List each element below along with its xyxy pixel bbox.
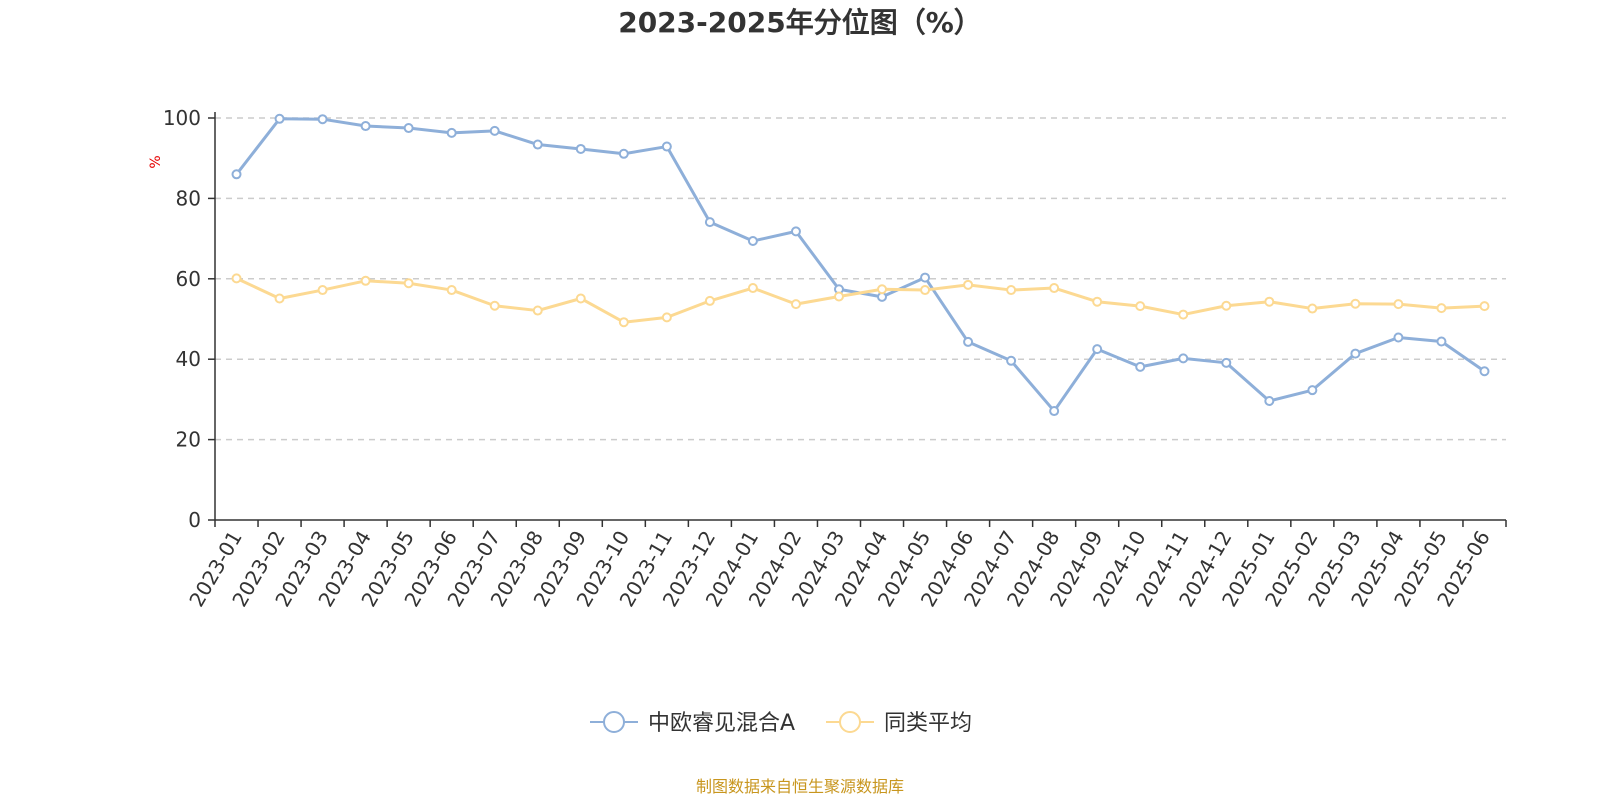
data-point[interactable]	[317, 114, 328, 125]
data-point[interactable]	[575, 293, 586, 304]
data-point[interactable]	[704, 217, 715, 228]
data-point[interactable]	[1049, 283, 1060, 294]
y-tick-labels: 0 20 40 60 80 100	[163, 106, 201, 532]
data-point[interactable]	[661, 312, 672, 323]
data-point[interactable]	[1479, 301, 1490, 312]
y-tick-label: 40	[176, 347, 201, 371]
data-point[interactable]	[1135, 301, 1146, 312]
data-point[interactable]	[489, 300, 500, 311]
data-point[interactable]	[446, 285, 457, 296]
data-point[interactable]	[661, 141, 672, 152]
y-tick-label: 60	[176, 267, 201, 291]
data-point[interactable]	[1092, 344, 1103, 355]
data-point[interactable]	[1092, 296, 1103, 307]
data-point[interactable]	[618, 317, 629, 328]
data-point[interactable]	[1049, 406, 1060, 417]
y-tick-label: 20	[176, 428, 201, 452]
data-point[interactable]	[1393, 332, 1404, 343]
data-point[interactable]	[1436, 336, 1447, 347]
data-point[interactable]	[618, 148, 629, 159]
data-point[interactable]	[317, 285, 328, 296]
chart-title: 2023-2025年分位图（%）	[618, 6, 982, 39]
data-point[interactable]	[403, 123, 414, 134]
data-point[interactable]	[231, 273, 242, 284]
data-point[interactable]	[1436, 303, 1447, 314]
data-point[interactable]	[274, 113, 285, 124]
y-axis-label: %	[148, 155, 164, 168]
series-line	[235, 277, 1485, 324]
data-point[interactable]	[790, 226, 801, 237]
data-point[interactable]	[1307, 385, 1318, 396]
data-point[interactable]	[1178, 353, 1189, 364]
series-line	[235, 117, 1486, 413]
data-point[interactable]	[446, 127, 457, 138]
data-point[interactable]	[1006, 355, 1017, 366]
data-point[interactable]	[1264, 296, 1275, 307]
legend[interactable]: 中欧睿见混合A 同类平均	[590, 711, 972, 736]
data-point[interactable]	[963, 336, 974, 347]
data-point[interactable]	[747, 236, 758, 247]
series-2	[231, 273, 1490, 328]
legend-marker-icon	[603, 711, 625, 733]
data-point[interactable]	[1350, 348, 1361, 359]
y-tick-label: 0	[188, 508, 201, 532]
y-tick-label: 80	[176, 186, 201, 210]
data-point[interactable]	[1006, 285, 1017, 296]
source-note: 制图数据来自恒生聚源数据库	[696, 777, 904, 796]
data-point[interactable]	[963, 279, 974, 290]
data-point[interactable]	[1307, 303, 1318, 314]
legend-item[interactable]: 同类平均	[826, 711, 972, 736]
legend-label: 中欧睿见混合A	[648, 711, 795, 736]
data-point[interactable]	[920, 272, 931, 283]
data-point[interactable]	[575, 143, 586, 154]
data-point[interactable]	[790, 299, 801, 310]
data-point[interactable]	[360, 121, 371, 132]
legend-label: 同类平均	[884, 711, 972, 736]
data-point[interactable]	[1135, 361, 1146, 372]
legend-marker-icon	[839, 711, 861, 733]
data-point[interactable]	[231, 169, 242, 180]
data-point[interactable]	[1178, 309, 1189, 320]
data-point[interactable]	[360, 275, 371, 286]
data-point[interactable]	[747, 283, 758, 294]
data-point[interactable]	[1393, 299, 1404, 310]
data-point[interactable]	[920, 285, 931, 296]
data-point[interactable]	[877, 284, 888, 295]
axes	[208, 112, 1507, 527]
data-point[interactable]	[532, 305, 543, 316]
data-point[interactable]	[1479, 366, 1490, 377]
series-layer	[231, 113, 1490, 417]
data-point[interactable]	[532, 139, 543, 150]
y-tick-label: 100	[163, 106, 201, 130]
data-point[interactable]	[1264, 396, 1275, 407]
data-point[interactable]	[489, 125, 500, 136]
data-point[interactable]	[1221, 300, 1232, 311]
x-tick-labels: 2023-012023-022023-032023-042023-052023-…	[184, 526, 1495, 610]
data-point[interactable]	[1350, 298, 1361, 309]
series-1	[231, 113, 1490, 417]
data-point[interactable]	[704, 295, 715, 306]
data-point[interactable]	[274, 293, 285, 304]
data-point[interactable]	[1221, 357, 1232, 368]
data-point[interactable]	[403, 278, 414, 289]
data-point[interactable]	[833, 291, 844, 302]
legend-item[interactable]: 中欧睿见混合A	[590, 711, 795, 736]
